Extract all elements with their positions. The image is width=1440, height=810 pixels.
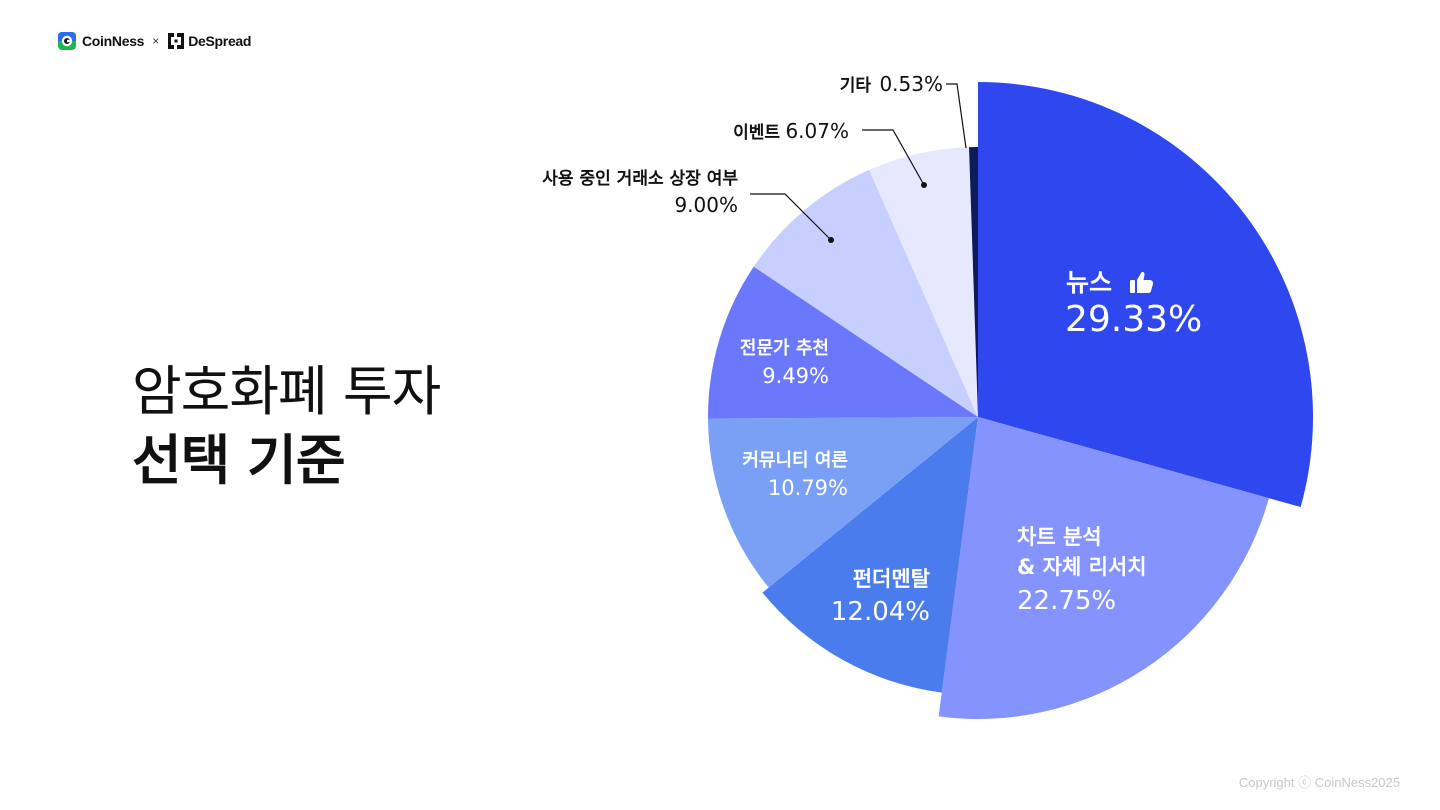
label-chart-analysis-1: 차트 분석 xyxy=(1017,525,1102,549)
slice-4 xyxy=(708,266,978,419)
exchange-listing-leader-dot xyxy=(828,237,834,243)
slice-0 xyxy=(978,82,1314,508)
title-line-1: 암호화폐 투자 xyxy=(132,360,441,423)
despread-brand: DeSpread xyxy=(188,33,252,49)
header-logos: CoinNess × DeSpread xyxy=(58,31,251,51)
value-news: 29.33% xyxy=(1065,299,1202,340)
pie-slices xyxy=(708,82,1314,719)
despread-logo-icon xyxy=(168,33,185,49)
label-chart-analysis-2: & 자체 리서치 xyxy=(1017,555,1147,579)
slice-7 xyxy=(969,147,978,417)
label-other: 기타 xyxy=(840,76,872,96)
label-community: 커뮤니티 여론 xyxy=(742,450,848,471)
label-event: 이벤트 xyxy=(733,123,780,143)
slice-5 xyxy=(753,169,978,417)
value-expert: 9.49% xyxy=(762,364,829,388)
event-leader-line xyxy=(862,129,925,186)
event-leader-dot xyxy=(921,182,927,188)
exchange-listing-leader-line xyxy=(750,193,832,241)
label-news: 뉴스 xyxy=(1066,268,1112,297)
slice-2 xyxy=(762,417,978,693)
label-fundamental: 펀더멘탈 xyxy=(853,567,930,591)
value-fundamental: 12.04% xyxy=(831,597,930,627)
label-exchange-listing: 사용 중인 거래소 상장 여부 xyxy=(542,169,738,189)
page-title: 암호화폐 투자 선택 기준 xyxy=(132,360,441,498)
slice-6 xyxy=(869,147,978,417)
coinness-logo-icon xyxy=(58,32,76,50)
copyright-text: Copyright ⓒ CoinNess2025 xyxy=(1238,775,1400,790)
value-other: 0.53% xyxy=(879,72,943,96)
value-chart-analysis: 22.75% xyxy=(1017,586,1116,616)
slice-1 xyxy=(938,417,1269,719)
value-event: 6.07% xyxy=(785,119,849,143)
value-exchange-listing: 9.00% xyxy=(674,193,738,217)
other-leader-line xyxy=(946,83,967,149)
brand-separator: × xyxy=(152,34,160,48)
title-line-2: 선택 기준 xyxy=(132,429,346,492)
value-community: 10.79% xyxy=(768,476,848,500)
slice-3 xyxy=(708,417,978,588)
coinness-brand: CoinNess xyxy=(82,33,145,49)
thumbs-up-icon xyxy=(1130,271,1154,293)
label-expert: 전문가 추천 xyxy=(740,338,829,359)
